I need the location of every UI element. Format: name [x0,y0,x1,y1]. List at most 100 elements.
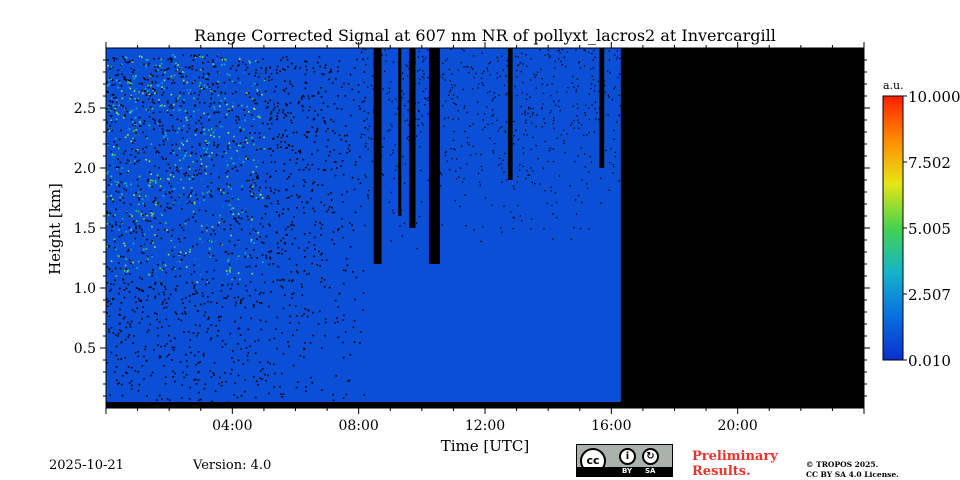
noise-speckle [252,305,255,308]
noise-speckle [150,73,152,76]
noise-speckle [147,199,149,201]
noise-speckle [558,105,560,108]
noise-speckle [106,90,108,93]
noise-speckle [583,65,586,67]
noise-speckle [195,130,197,132]
noise-speckle [106,266,108,268]
noise-speckle [139,120,141,123]
noise-speckle [329,151,331,153]
noise-speckle [196,334,198,337]
x-tick-label: 04:00 [212,418,252,434]
noise-speckle [124,338,127,341]
noise-speckle [337,95,339,97]
noise-speckle [143,378,145,380]
noise-speckle [477,172,480,175]
noise-speckle [112,94,115,96]
noise-speckle [161,82,163,84]
noise-speckle [526,93,528,95]
noise-speckle [174,337,176,340]
noise-speckle [119,225,121,228]
noise-speckle [346,151,348,154]
noise-speckle [591,75,593,77]
noise-speckle [276,146,279,149]
noise-speckle [164,288,167,291]
noise-speckle [304,60,306,63]
sa-label: SA [645,467,656,475]
noise-speckle [129,111,132,114]
noise-speckle [302,206,305,209]
noise-speckle [320,87,322,89]
noise-speckle [220,385,223,387]
noise-speckle [159,121,162,123]
y-tick-label: 1.0 [74,281,96,297]
noise-speckle [111,153,114,156]
noise-speckle [200,165,202,167]
noise-speckle [546,84,548,86]
noise-speckle [237,374,240,377]
noise-speckle [128,291,131,293]
noise-speckle [253,249,255,251]
noise-speckle [130,67,133,70]
noise-speckle [114,246,116,249]
noise-speckle [318,250,320,253]
noise-speckle [235,91,237,93]
noise-speckle [614,54,616,56]
noise-speckle [131,59,134,62]
noise-speckle [205,151,207,153]
noise-speckle [191,146,193,148]
noise-speckle [114,371,116,373]
noise-speckle [305,65,307,68]
noise-speckle [338,60,341,62]
noise-speckle [239,130,242,132]
noise-speckle [226,164,229,166]
noise-speckle [306,201,309,203]
noise-speckle [252,185,254,188]
noise-speckle [132,342,134,344]
noise-speckle [225,270,228,272]
noise-speckle [132,137,134,140]
noise-speckle [171,125,174,128]
noise-speckle [343,314,345,317]
noise-speckle [205,140,207,142]
noise-speckle [266,123,269,125]
noise-speckle [132,78,134,81]
noise-speckle [132,71,134,73]
noise-speckle [194,354,196,357]
noise-speckle [547,49,550,51]
noise-speckle [594,101,596,103]
noise-speckle [183,254,186,257]
noise-speckle [276,72,278,74]
noise-speckle [206,143,208,146]
noise-speckle [181,226,183,229]
noise-speckle [235,115,238,118]
noise-speckle [249,174,252,176]
noise-speckle [110,288,112,291]
noise-speckle [288,279,290,282]
noise-speckle [134,117,137,119]
noise-speckle [251,178,254,181]
noise-speckle [134,122,137,124]
noise-speckle [310,376,312,379]
noise-speckle [608,50,610,52]
noise-speckle [163,228,166,231]
noise-speckle [254,396,257,399]
noise-speckle [233,217,235,220]
noise-speckle [149,106,152,108]
noise-speckle [128,81,131,83]
noise-speckle [183,311,186,313]
noise-speckle [155,151,157,154]
noise-speckle [211,82,214,85]
noise-speckle [180,140,182,143]
noise-speckle [121,73,123,76]
noise-speckle [451,157,453,160]
noise-speckle [253,192,255,195]
noise-speckle [561,64,563,66]
noise-speckle [393,177,395,180]
noise-speckle [123,152,125,155]
noise-speckle [165,271,168,274]
noise-speckle [210,97,212,100]
noise-speckle [217,144,219,146]
noise-speckle [388,98,390,101]
noise-speckle [220,290,223,292]
noise-speckle [291,297,293,299]
